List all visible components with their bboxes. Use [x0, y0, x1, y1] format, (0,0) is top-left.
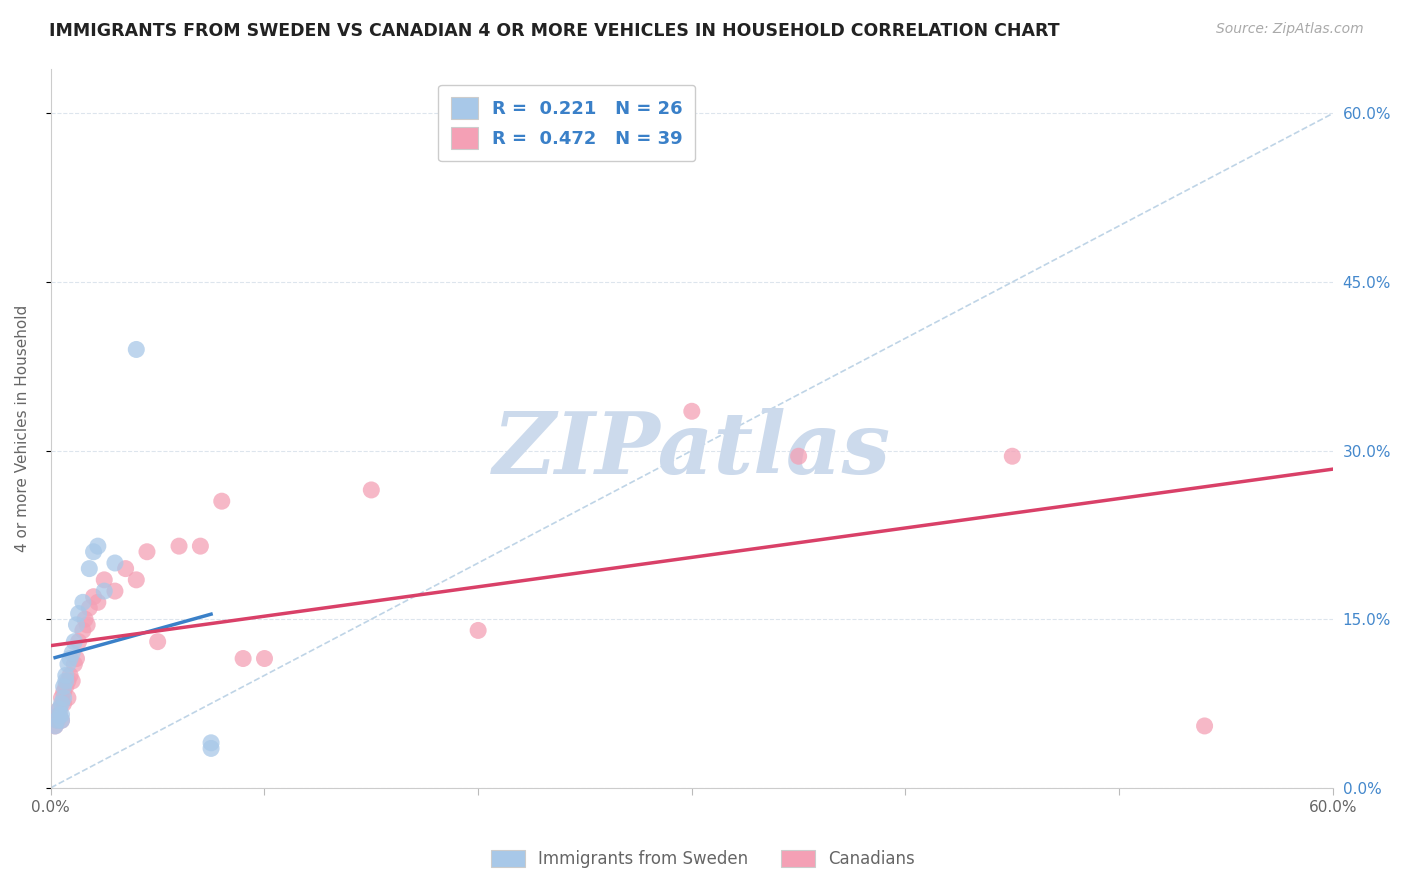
Point: [48, 702, 70, 716]
Point: [63, 634, 86, 648]
Y-axis label: 4 or more Vehicles in Household: 4 or more Vehicles in Household: [15, 304, 30, 552]
Point: [87, 595, 110, 609]
Point: [52, 685, 75, 699]
Text: IMMIGRANTS FROM SWEDEN VS CANADIAN 4 OR MORE VEHICLES IN HOUSEHOLD CORRELATION C: IMMIGRANTS FROM SWEDEN VS CANADIAN 4 OR …: [49, 22, 1060, 40]
Point: [125, 343, 148, 357]
Point: [65, 651, 87, 665]
Point: [200, 736, 222, 750]
Point: [46, 714, 69, 728]
Point: [51, 714, 73, 728]
Point: [125, 573, 148, 587]
Point: [67, 634, 90, 648]
Point: [65, 617, 87, 632]
Point: [114, 561, 136, 575]
Point: [44, 719, 66, 733]
Point: [60, 646, 83, 660]
Point: [232, 651, 254, 665]
Point: [56, 690, 79, 705]
Point: [55, 668, 77, 682]
Point: [46, 714, 69, 728]
Point: [48, 702, 70, 716]
Point: [59, 651, 82, 665]
Point: [93, 573, 115, 587]
Legend: R =  0.221   N = 26, R =  0.472   N = 39: R = 0.221 N = 26, R = 0.472 N = 39: [439, 85, 696, 161]
Point: [73, 612, 96, 626]
Point: [51, 697, 73, 711]
Point: [52, 690, 75, 705]
Point: [51, 690, 73, 705]
Point: [52, 697, 75, 711]
Point: [63, 657, 86, 672]
Point: [83, 590, 105, 604]
Point: [72, 595, 94, 609]
Text: Source: ZipAtlas.com: Source: ZipAtlas.com: [1216, 22, 1364, 37]
Point: [48, 707, 70, 722]
Point: [83, 545, 105, 559]
Point: [56, 657, 79, 672]
Point: [1194, 719, 1216, 733]
Point: [59, 668, 82, 682]
Point: [55, 680, 77, 694]
Point: [44, 719, 66, 733]
Point: [48, 707, 70, 722]
Point: [51, 714, 73, 728]
Point: [76, 617, 98, 632]
Point: [1001, 449, 1024, 463]
Legend: Immigrants from Sweden, Canadians: Immigrants from Sweden, Canadians: [485, 843, 921, 875]
Point: [360, 483, 382, 497]
Point: [253, 651, 276, 665]
Point: [79, 561, 101, 575]
Point: [56, 673, 79, 688]
Point: [104, 556, 127, 570]
Point: [67, 607, 90, 621]
Point: [72, 624, 94, 638]
Point: [211, 494, 233, 508]
Point: [55, 673, 77, 688]
Point: [104, 584, 127, 599]
Point: [60, 673, 83, 688]
Point: [146, 634, 169, 648]
Point: [79, 601, 101, 615]
Point: [87, 539, 110, 553]
Point: [787, 449, 810, 463]
Point: [681, 404, 703, 418]
Text: ZIPatlas: ZIPatlas: [492, 408, 891, 491]
Point: [190, 539, 212, 553]
Point: [93, 584, 115, 599]
Point: [51, 707, 73, 722]
Point: [136, 545, 159, 559]
Point: [167, 539, 190, 553]
Point: [52, 680, 75, 694]
Point: [200, 741, 222, 756]
Point: [467, 624, 489, 638]
